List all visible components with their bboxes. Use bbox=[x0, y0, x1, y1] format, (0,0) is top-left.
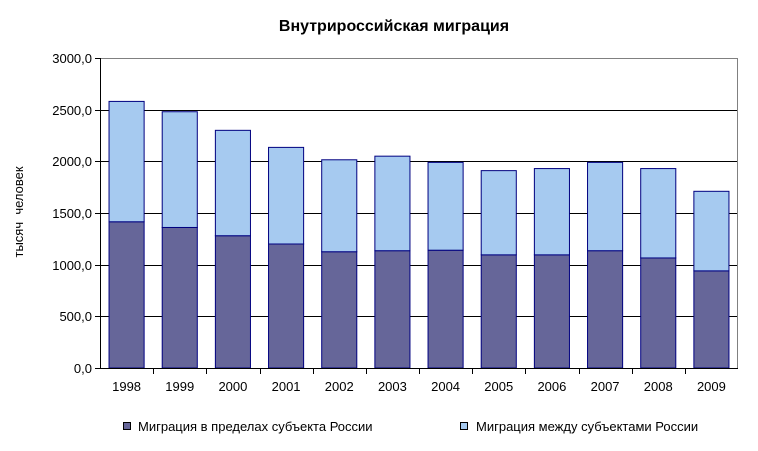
y-tick-label: 1000,0 bbox=[52, 258, 92, 273]
x-tick-label: 2006 bbox=[537, 379, 566, 394]
y-tick-label: 2500,0 bbox=[52, 103, 92, 118]
x-tick-label: 2002 bbox=[325, 379, 354, 394]
legend-swatch-series-2 bbox=[460, 422, 468, 430]
bar-2000-series-1 bbox=[214, 235, 251, 369]
bar-2004-series-2 bbox=[427, 161, 464, 251]
bar-2007-series-1 bbox=[587, 250, 624, 369]
y-tick-label: 3000,0 bbox=[52, 51, 92, 66]
bar-2001-series-2 bbox=[268, 146, 305, 245]
bar-1998-series-2 bbox=[108, 100, 145, 223]
bar-2007-series-2 bbox=[587, 161, 624, 252]
chart-title: Внутрироссийская миграция bbox=[279, 18, 509, 35]
bar-1998-series-1 bbox=[108, 221, 145, 369]
y-tick-label: 0,0 bbox=[74, 361, 92, 376]
bar-2009-series-2 bbox=[693, 190, 730, 272]
bar-2002-series-1 bbox=[321, 251, 358, 369]
bar-2003-series-2 bbox=[374, 155, 411, 252]
x-tick-label: 2009 bbox=[697, 379, 726, 394]
x-tick-label: 2007 bbox=[591, 379, 620, 394]
x-tick-label: 2004 bbox=[431, 379, 460, 394]
x-tick-label: 2000 bbox=[218, 379, 247, 394]
y-tick-labels: 0,0 500,0 1000,0 1500,0 2000,0 2500,0 3000,0 bbox=[52, 51, 92, 376]
bar-2003-series-1 bbox=[374, 250, 411, 369]
x-tick-label: 2001 bbox=[272, 379, 301, 394]
bar-2000-series-2 bbox=[214, 129, 251, 237]
x-tick-labels: 1998 1999 2000 2001 2002 2003 2004 2005 2006 2007… bbox=[112, 379, 726, 394]
legend-swatch-series-1 bbox=[123, 422, 131, 430]
axes bbox=[95, 58, 738, 374]
bar-1999-series-1 bbox=[161, 226, 198, 369]
bar-2005-series-1 bbox=[480, 254, 517, 369]
bar-2004-series-1 bbox=[427, 249, 464, 369]
x-tick-label: 2005 bbox=[484, 379, 513, 394]
bars bbox=[108, 100, 730, 369]
legend-label-series-2: Миграция между субъектами России bbox=[476, 419, 698, 434]
y-axis-label: тысяч человек bbox=[11, 166, 26, 257]
bar-2005-series-2 bbox=[480, 170, 517, 256]
x-tick-label: 1999 bbox=[165, 379, 194, 394]
y-tick-label: 500,0 bbox=[59, 309, 92, 324]
x-tick-label: 2003 bbox=[378, 379, 407, 394]
y-tick-label: 2000,0 bbox=[52, 154, 92, 169]
bar-2009-series-1 bbox=[693, 270, 730, 369]
x-tick-label: 2008 bbox=[644, 379, 673, 394]
bar-2002-series-2 bbox=[321, 159, 358, 253]
x-tick-label: 1998 bbox=[112, 379, 141, 394]
legend-label-series-1: Миграция в пределах субъекта России bbox=[138, 419, 373, 434]
legend: Миграция в пределах субъекта России Мигра… bbox=[123, 419, 698, 434]
y-tick-label: 1500,0 bbox=[52, 206, 92, 221]
bar-1999-series-2 bbox=[161, 111, 198, 228]
bar-2008-series-1 bbox=[640, 257, 677, 369]
bar-2006-series-2 bbox=[533, 168, 570, 256]
bar-2006-series-1 bbox=[533, 254, 570, 369]
bar-2001-series-1 bbox=[268, 243, 305, 369]
bar-2008-series-2 bbox=[640, 168, 677, 259]
